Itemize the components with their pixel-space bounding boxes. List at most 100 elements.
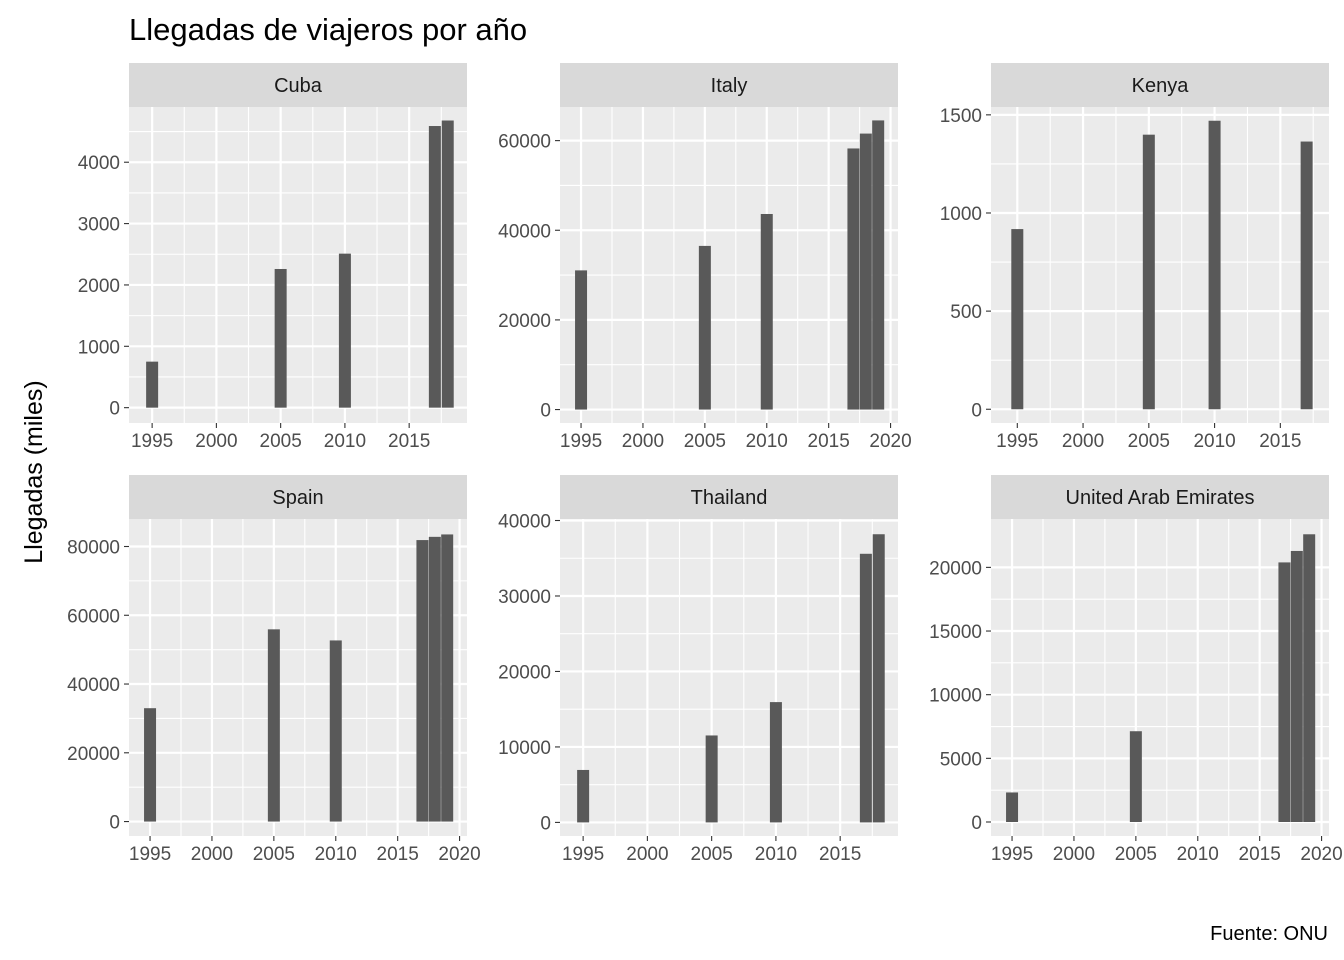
x-tick-label: 2000: [622, 431, 664, 452]
y-tick-label: 0: [971, 813, 982, 834]
x-tick-label: 2005: [253, 844, 295, 865]
x-tick-label: 2005: [1115, 844, 1157, 865]
x-tick-label: 2010: [315, 844, 357, 865]
y-tick-label: 60000: [67, 606, 120, 627]
x-tick-label: 2015: [388, 431, 430, 452]
x-tick-label: 1995: [991, 844, 1033, 865]
facet-strip: [991, 475, 1329, 519]
x-tick-label: 2010: [324, 431, 366, 452]
x-tick-label: 2005: [260, 431, 302, 452]
y-tick-label: 4000: [78, 153, 120, 174]
y-tick-label: 10000: [929, 686, 982, 707]
y-tick-label: 0: [540, 401, 551, 422]
y-tick-label: 10000: [498, 738, 551, 759]
y-tick-label: 40000: [67, 675, 120, 696]
x-tick-label: 1995: [560, 431, 602, 452]
bar-2019: [872, 120, 885, 410]
bar-1995: [146, 361, 159, 408]
y-tick-label: 20000: [929, 558, 982, 579]
bar-2005: [274, 268, 287, 408]
x-tick-label: 2015: [808, 431, 850, 452]
x-tick-label: 2010: [1193, 431, 1235, 452]
facet-strip: [129, 63, 467, 107]
y-tick-label: 0: [109, 399, 120, 420]
facet-strip-label: Spain: [272, 487, 323, 509]
facet-strip: [991, 63, 1329, 107]
panel-background: [129, 519, 467, 836]
bar-2017: [428, 126, 441, 408]
bar-2017: [1300, 141, 1313, 410]
bar-2017: [847, 148, 860, 410]
y-tick-label: 0: [540, 813, 551, 834]
y-axis-label: Llegadas (miles): [20, 380, 48, 563]
y-tick-label: 0: [971, 400, 982, 421]
bar-2018: [441, 120, 454, 408]
bar-2017: [859, 553, 872, 823]
x-tick-label: 2015: [1239, 844, 1281, 865]
x-tick-label: 2020: [438, 844, 480, 865]
panel-background: [991, 519, 1329, 836]
panel-background: [991, 107, 1329, 423]
y-tick-label: 30000: [498, 587, 551, 608]
bar-1995: [1011, 229, 1024, 410]
x-tick-label: 2000: [191, 844, 233, 865]
facet-kenya: Kenya 0 500 1000 1500 1995 2000 2005 2010 2015: [940, 63, 1329, 452]
y-tick-label: 5000: [940, 749, 982, 770]
facet-spain: Spain 0 20000 40000 60000 80000 1995 2000 2005 20…: [67, 475, 481, 865]
y-tick-label: 1500: [940, 106, 982, 127]
facet-strip-label: Kenya: [1132, 75, 1190, 97]
bar-2018: [428, 536, 441, 822]
bar-1995: [575, 270, 588, 410]
y-tick-label: 80000: [67, 538, 120, 559]
panel-background: [560, 519, 898, 836]
y-tick-label: 40000: [498, 512, 551, 533]
chart-caption: Fuente: ONU: [1210, 923, 1328, 945]
x-tick-label: 2000: [195, 431, 237, 452]
bar-2005: [267, 629, 280, 822]
x-tick-label: 2015: [1259, 431, 1301, 452]
facet-strip-label: Italy: [711, 75, 748, 97]
facet-united-arab-emirates: United Arab Emirates 0 5000 10000 15000 20000…: [929, 475, 1343, 865]
bar-2005: [698, 245, 711, 410]
y-tick-label: 1000: [78, 337, 120, 358]
bar-2018: [872, 534, 885, 823]
panel-background: [129, 107, 467, 423]
x-tick-label: 2005: [1128, 431, 1170, 452]
facet-strip-label: Thailand: [691, 487, 768, 509]
bar-2010: [329, 640, 342, 822]
facet-strip: [560, 63, 898, 107]
facet-strip-label: United Arab Emirates: [1066, 487, 1255, 509]
bar-2005: [705, 735, 718, 823]
y-tick-label: 20000: [498, 311, 551, 332]
y-tick-label: 0: [109, 813, 120, 834]
x-tick-label: 1995: [131, 431, 173, 452]
x-tick-label: 2000: [1062, 431, 1104, 452]
bar-1995: [144, 708, 157, 822]
bar-2005: [1129, 731, 1142, 822]
bar-2010: [338, 253, 351, 408]
facet-cuba: Cuba 0 1000 2000 3000 4000 1995 2000 2005 2010 201…: [78, 63, 467, 452]
x-tick-label: 2010: [746, 431, 788, 452]
bar-2019: [441, 534, 454, 822]
bar-2010: [769, 702, 782, 823]
bar-1995: [577, 769, 590, 823]
facet-strip-label: Cuba: [274, 75, 323, 97]
facet-italy: Italy 0 20000 40000 60000 1995 2000 2005 2010 201…: [498, 63, 912, 452]
panel-background: [560, 107, 898, 423]
bar-2019: [1303, 534, 1316, 822]
y-tick-label: 3000: [78, 215, 120, 236]
x-tick-label: 2020: [1300, 844, 1342, 865]
chart-title: Llegadas de viajeros por año: [129, 12, 527, 47]
y-tick-label: 20000: [498, 662, 551, 683]
bar-2005: [1142, 134, 1155, 410]
bar-2010: [1208, 120, 1221, 410]
x-tick-label: 2005: [691, 844, 733, 865]
y-tick-label: 40000: [498, 221, 551, 242]
bar-2018: [1290, 550, 1303, 822]
bar-2010: [760, 213, 773, 410]
bar-2017: [1278, 562, 1291, 822]
bar-2018: [859, 133, 872, 410]
y-tick-label: 20000: [67, 744, 120, 765]
x-tick-label: 2015: [819, 844, 861, 865]
